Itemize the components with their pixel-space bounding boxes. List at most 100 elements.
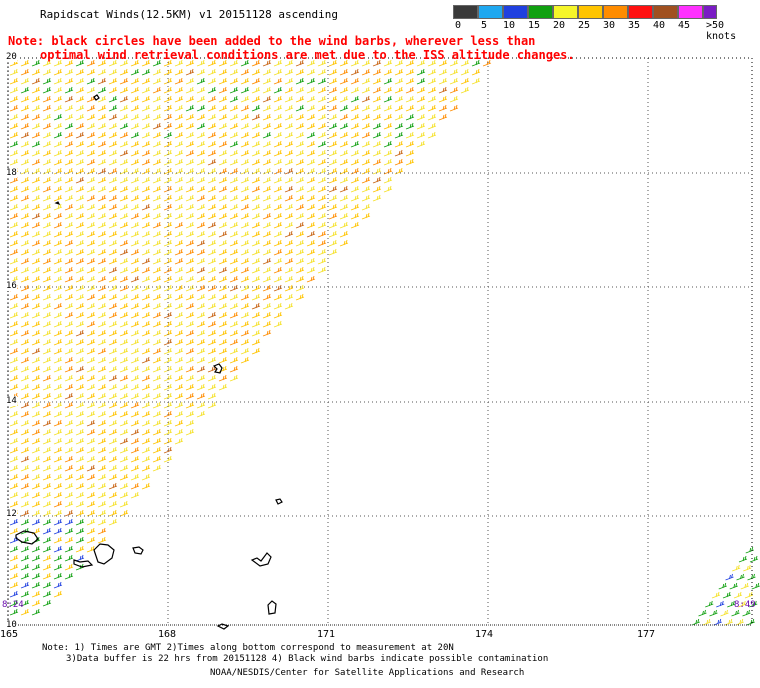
wind-barb bbox=[251, 212, 261, 220]
wind-barb bbox=[218, 257, 228, 265]
wind-barb bbox=[141, 347, 151, 355]
wind-barb bbox=[86, 500, 96, 508]
wind-barb bbox=[75, 518, 85, 526]
wind-barb bbox=[273, 77, 283, 85]
wind-barb bbox=[328, 131, 338, 139]
wind-barb bbox=[64, 266, 74, 274]
wind-barb bbox=[152, 410, 162, 418]
wind-barb bbox=[746, 618, 755, 626]
wind-barb bbox=[196, 68, 206, 76]
wind-barb bbox=[240, 284, 250, 292]
wind-barb bbox=[119, 203, 129, 211]
wind-barb bbox=[20, 122, 30, 130]
wind-barb bbox=[339, 176, 349, 184]
wind-barb bbox=[64, 536, 74, 544]
wind-barb bbox=[53, 113, 63, 121]
footer-line-2: 3)Data buffer is 22 hrs from 20151128 4)… bbox=[66, 654, 549, 664]
wind-barb bbox=[185, 257, 195, 265]
wind-barb bbox=[42, 131, 52, 139]
legend-label-25: 25 bbox=[578, 20, 591, 31]
wind-barb bbox=[20, 464, 30, 472]
wind-barb bbox=[339, 122, 349, 130]
wind-barb bbox=[42, 509, 52, 517]
wind-barb bbox=[185, 230, 195, 238]
wind-barb bbox=[317, 131, 327, 139]
wind-barb bbox=[53, 131, 63, 139]
wind-barb bbox=[218, 185, 228, 193]
wind-barb bbox=[749, 555, 759, 563]
wind-barb bbox=[53, 491, 63, 499]
wind-barb bbox=[174, 194, 184, 202]
wind-barb bbox=[284, 59, 294, 67]
wind-barb bbox=[416, 131, 426, 139]
wind-barb bbox=[196, 149, 206, 157]
wind-barb bbox=[284, 266, 294, 274]
wind-barb bbox=[86, 158, 96, 166]
wind-barb bbox=[9, 311, 19, 319]
wind-barb bbox=[53, 149, 63, 157]
wind-barb bbox=[229, 311, 239, 319]
wind-barb bbox=[20, 311, 30, 319]
wind-barb bbox=[449, 104, 459, 112]
wind-barb bbox=[97, 167, 107, 175]
wind-barb bbox=[86, 77, 96, 85]
wind-barb bbox=[185, 77, 195, 85]
wind-barb bbox=[75, 104, 85, 112]
wind-barb bbox=[141, 212, 151, 220]
wind-barb bbox=[64, 329, 74, 337]
wind-barb bbox=[64, 293, 74, 301]
wind-barb bbox=[229, 140, 239, 148]
wind-barb bbox=[31, 572, 41, 580]
wind-barb bbox=[130, 383, 140, 391]
wind-barb bbox=[75, 212, 85, 220]
wind-barb bbox=[383, 86, 393, 94]
wind-barb bbox=[196, 347, 206, 355]
wind-barb bbox=[9, 338, 19, 346]
wind-barb bbox=[64, 194, 74, 202]
wind-barb bbox=[306, 113, 316, 121]
wind-barb bbox=[273, 257, 283, 265]
wind-barb bbox=[31, 410, 41, 418]
wind-barb bbox=[729, 582, 738, 590]
wind-barb bbox=[361, 86, 371, 94]
wind-barb bbox=[86, 428, 96, 436]
wind-barb bbox=[97, 500, 107, 508]
wind-barb bbox=[229, 284, 239, 292]
wind-barb bbox=[108, 410, 118, 418]
wind-barb bbox=[75, 95, 85, 103]
wind-barb bbox=[262, 113, 272, 121]
wind-barb bbox=[9, 257, 19, 265]
wind-barb bbox=[20, 68, 30, 76]
wind-barb bbox=[449, 68, 459, 76]
wind-barb bbox=[130, 221, 140, 229]
wind-barb bbox=[130, 59, 140, 67]
map-title: Rapidscat Winds(12.5KM) v1 20151128 asce… bbox=[40, 8, 339, 21]
wind-barb bbox=[9, 473, 19, 481]
wind-barb bbox=[64, 203, 74, 211]
wind-barb bbox=[42, 446, 52, 454]
wind-barb bbox=[361, 131, 371, 139]
wind-barb bbox=[207, 230, 217, 238]
wind-barb bbox=[31, 581, 41, 589]
wind-barb bbox=[372, 113, 382, 121]
wind-barb bbox=[130, 275, 140, 283]
wind-barb bbox=[317, 239, 327, 247]
wind-barb bbox=[31, 383, 41, 391]
wind-barb bbox=[108, 311, 118, 319]
wind-barb bbox=[185, 311, 195, 319]
legend-swatch-5 bbox=[478, 5, 503, 19]
wind-barb bbox=[306, 212, 316, 220]
wind-barb bbox=[438, 104, 448, 112]
wind-barb bbox=[108, 482, 118, 490]
wind-barb bbox=[273, 221, 283, 229]
wind-barb bbox=[53, 86, 63, 94]
wind-barb bbox=[295, 185, 305, 193]
wind-barb bbox=[749, 600, 758, 608]
wind-barb bbox=[53, 221, 63, 229]
wind-barb bbox=[196, 95, 206, 103]
wind-barb bbox=[196, 194, 206, 202]
wind-barb bbox=[174, 257, 184, 265]
wind-barb bbox=[141, 410, 151, 418]
wind-barb bbox=[86, 383, 96, 391]
